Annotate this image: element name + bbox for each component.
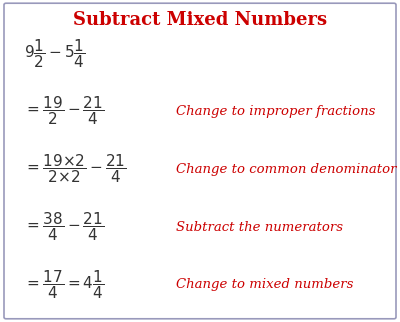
Text: Change to improper fractions: Change to improper fractions [176,105,375,118]
Text: $9\dfrac{1}{2}-5\dfrac{1}{4}$: $9\dfrac{1}{2}-5\dfrac{1}{4}$ [24,37,86,70]
Text: Change to common denominator: Change to common denominator [176,163,396,175]
Text: $=\dfrac{19{\times}2}{2{\times}2}-\dfrac{21}{4}$: $=\dfrac{19{\times}2}{2{\times}2}-\dfrac… [24,153,127,185]
Text: $=\dfrac{17}{4}=4\dfrac{1}{4}$: $=\dfrac{17}{4}=4\dfrac{1}{4}$ [24,269,104,301]
Text: Subtract Mixed Numbers: Subtract Mixed Numbers [73,11,327,29]
FancyBboxPatch shape [4,3,396,319]
Text: $=\dfrac{38}{4}-\dfrac{21}{4}$: $=\dfrac{38}{4}-\dfrac{21}{4}$ [24,211,104,243]
Text: Change to mixed numbers: Change to mixed numbers [176,279,353,291]
Text: $=\dfrac{19}{2}-\dfrac{21}{4}$: $=\dfrac{19}{2}-\dfrac{21}{4}$ [24,95,104,128]
Text: Subtract the numerators: Subtract the numerators [176,221,343,233]
